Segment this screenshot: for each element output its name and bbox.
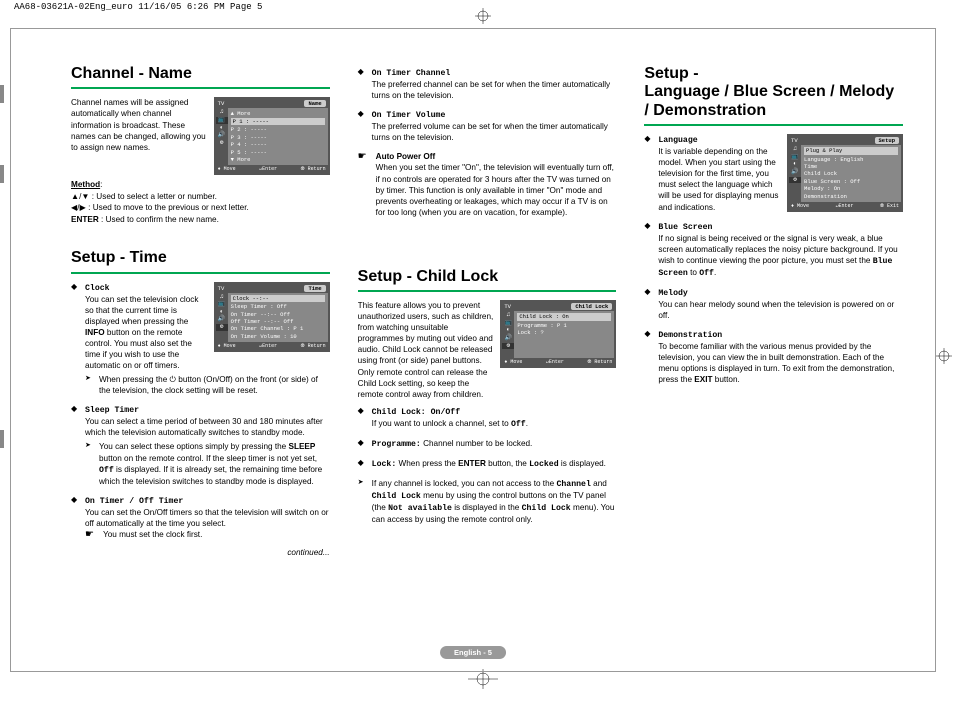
- menu-footer-item: ↵Enter: [546, 359, 564, 365]
- menu-line: ▲ More: [231, 110, 325, 117]
- column-2: On Timer ChannelThe preferred channel ca…: [358, 65, 617, 641]
- sub-item: If any channel is locked, you can not ac…: [358, 478, 617, 525]
- menu-line: ▼ More: [231, 156, 325, 163]
- method-line: ▲/▼ : Used to select a letter or number.: [71, 192, 217, 201]
- continued-label: continued...: [71, 548, 330, 557]
- menu-line: P 4 : -----: [231, 141, 325, 148]
- menu-line: Programme : P 1: [517, 322, 611, 329]
- page-frame: Channel - Name TVName ♫📺◐🔊⚙ ▲ More P 1 :…: [10, 28, 936, 672]
- hand-note: You must set the clock first.: [85, 529, 330, 540]
- section-title: Setup - Language / Blue Screen / Melody …: [644, 65, 903, 126]
- method-label: Method: [71, 180, 100, 189]
- item-onoff-timer: On Timer / Off Timer You can set the On/…: [71, 495, 330, 540]
- sub-item: You can select these options simply by p…: [85, 441, 330, 486]
- intro-text: Channel names will be assigned automatic…: [71, 97, 208, 158]
- item-melody: MelodyYou can hear melody sound when the…: [644, 287, 903, 321]
- side-tab: [0, 430, 4, 448]
- menu-tv-label: TV: [504, 303, 511, 310]
- method-line: ENTER: [71, 215, 99, 224]
- menu-footer-item: ⦾ Return: [301, 166, 326, 172]
- item-on-timer-channel: On Timer ChannelThe preferred channel ca…: [358, 67, 617, 101]
- menu-line: Child Lock : On: [517, 313, 611, 320]
- menu-footer-item: ♦ Move: [218, 166, 236, 172]
- registration-mark-icon: [936, 348, 952, 369]
- intro-text: This feature allows you to prevent unaut…: [358, 300, 495, 406]
- item-language: LanguageIt is variable depending on the …: [644, 134, 903, 212]
- item-childlock-onoff: Child Lock: On/OffIf you want to unlock …: [358, 406, 617, 430]
- menu-right-label: Name: [304, 100, 325, 107]
- print-header: AA68-03621A-02Eng_euro 11/16/05 6:26 PM …: [14, 2, 262, 12]
- side-tab: [0, 165, 4, 183]
- column-1: Channel - Name TVName ♫📺◐🔊⚙ ▲ More P 1 :…: [71, 65, 330, 641]
- crop-mark-icon: [475, 8, 491, 29]
- section-title: Channel - Name: [71, 65, 330, 89]
- menu-footer-item: ↵Enter: [259, 166, 277, 172]
- menu-line: P 1 : -----: [231, 118, 325, 125]
- side-tab: [0, 85, 4, 103]
- column-3: Setup - Language / Blue Screen / Melody …: [644, 65, 903, 641]
- method-line: : Used to confirm the new name.: [99, 215, 219, 224]
- item-demonstration: DemonstrationTo become familiar with the…: [644, 329, 903, 385]
- crop-mark-icon: [468, 669, 498, 694]
- menu-footer-item: ♦ Move: [504, 359, 522, 365]
- sub-item: When pressing the ⏻ button (On/Off) on t…: [85, 374, 330, 396]
- menu-line: Lock : ?: [517, 329, 611, 336]
- menu-tv-label: TV: [218, 100, 225, 107]
- item-auto-power-off: Auto Power OffWhen you set the timer "On…: [358, 151, 617, 217]
- menu-footer-item: ⦾ Return: [587, 359, 612, 365]
- item-blue-screen: Blue ScreenIf no signal is being receive…: [644, 221, 903, 279]
- menu-line: P 2 : -----: [231, 126, 325, 133]
- section-title: Setup - Time: [71, 249, 330, 273]
- item-programme: Programme: Channel number to be locked.: [358, 438, 617, 450]
- method-block: Method: ▲/▼ : Used to select a letter or…: [71, 179, 330, 225]
- osd-menu-name: TVName ♫📺◐🔊⚙ ▲ More P 1 : ----- P 2 : --…: [214, 97, 330, 175]
- item-on-timer-volume: On Timer VolumeThe preferred volume can …: [358, 109, 617, 143]
- section-title: Setup - Child Lock: [358, 268, 617, 292]
- menu-line: P 3 : -----: [231, 134, 325, 141]
- page-number: English - 5: [440, 646, 506, 659]
- menu-right-label: Child Lock: [571, 303, 612, 310]
- item-clock: Clock You can set the television clock s…: [71, 282, 330, 397]
- menu-line: P 5 : -----: [231, 149, 325, 156]
- item-sleep-timer: Sleep Timer You can select a time period…: [71, 404, 330, 486]
- osd-menu-childlock: TVChild Lock ♫📺◐🔊⚙ Child Lock : On Progr…: [500, 300, 616, 368]
- method-line: ◀/▶ : Used to move to the previous or ne…: [71, 203, 249, 212]
- item-lock: Lock: When press the ENTER button, the L…: [358, 458, 617, 470]
